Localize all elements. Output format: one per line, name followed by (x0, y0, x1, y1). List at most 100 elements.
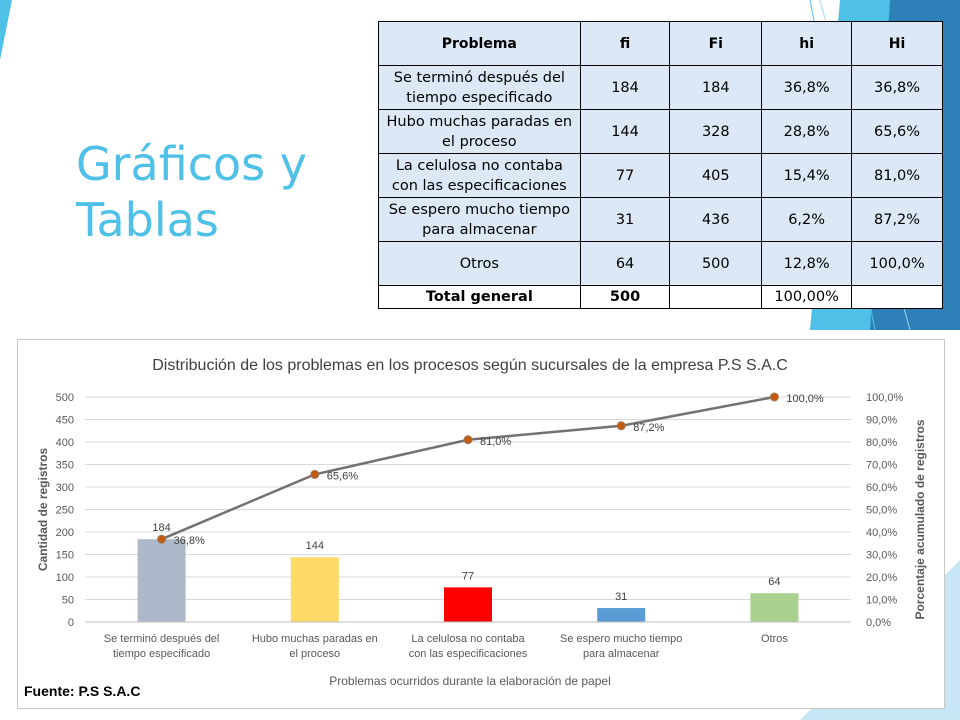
line-value-label: 36,8% (174, 535, 205, 547)
table-row: Hubo muchas paradas en el proceso 144 32… (378, 109, 943, 154)
x-tick-label: La celulosa no contaba con las especifica… (409, 633, 528, 660)
cell-fi: 31 (579, 197, 671, 242)
y-tick-label: 250 (56, 505, 74, 517)
y2-tick-label: 80,0% (866, 437, 897, 449)
slide-title: Gráficos y Tablas (76, 136, 336, 248)
cell-problema: Otros (378, 241, 581, 286)
y2-axis-title: Porcentaje acumulado de registros (913, 419, 927, 619)
line-point (310, 469, 320, 479)
line-value-label: 100,0% (786, 393, 824, 405)
y2-tick-label: 10,0% (866, 595, 897, 607)
cell-Hi: 81,0% (851, 153, 943, 198)
header-fi: fi (579, 21, 671, 66)
bar (137, 539, 186, 622)
table-row: La celulosa no contaba con las especific… (378, 153, 943, 198)
cell-fi: 77 (579, 153, 671, 198)
y2-tick-label: 40,0% (866, 527, 897, 539)
line-point (157, 534, 167, 544)
header-Fi: Fi (669, 21, 763, 66)
slide-title-line2: Tablas (76, 193, 219, 247)
x-axis-title: Problemas ocurridos durante la elaboraci… (329, 674, 611, 688)
bar (597, 608, 646, 622)
slide-title-line1: Gráficos y (76, 137, 307, 191)
cell-problema: Se espero mucho tiempo para almacenar (378, 197, 581, 242)
table-row: Otros 64 500 12,8% 100,0% (378, 241, 943, 286)
bar-value-label: 184 (152, 522, 170, 534)
cell-hi: 36,8% (761, 65, 853, 110)
line-value-label: 87,2% (633, 422, 664, 434)
bar (290, 557, 339, 622)
bar-value-label: 77 (462, 570, 474, 582)
cell-Fi: 436 (669, 197, 763, 242)
cell-total-fi: 500 (579, 285, 671, 309)
y-axis-title: Cantidad de registros (36, 447, 50, 571)
x-tick-label: Se espero mucho tiempo para almacenar (560, 633, 682, 660)
y-tick-label: 500 (56, 392, 74, 404)
cell-total-Fi (669, 285, 763, 309)
y-tick-label: 150 (56, 550, 74, 562)
cell-Fi: 328 (669, 109, 763, 154)
y2-tick-label: 60,0% (866, 482, 897, 494)
cell-hi: 6,2% (761, 197, 853, 242)
header-hi: hi (761, 21, 853, 66)
table-header-row: Problema fi Fi hi Hi (378, 21, 943, 66)
cell-total-Hi (851, 285, 943, 309)
y-tick-label: 50 (62, 595, 74, 607)
x-tick-label: Otros (761, 633, 788, 645)
source-note: Fuente: P.S S.A.C (24, 683, 141, 699)
cell-fi: 144 (579, 109, 671, 154)
y-tick-label: 200 (56, 527, 74, 539)
y2-tick-label: 20,0% (866, 572, 897, 584)
x-tick-label: Hubo muchas paradas en el proceso (252, 633, 378, 660)
header-Hi: Hi (851, 21, 943, 66)
bar-value-label: 64 (768, 576, 780, 588)
cell-Hi: 36,8% (851, 65, 943, 110)
table-row: Se terminó después del tiempo especifica… (378, 65, 943, 110)
cell-problema: La celulosa no contaba con las especific… (378, 153, 581, 198)
chart-svg: Distribución de los problemas en los pro… (36, 357, 927, 688)
line-value-label: 65,6% (327, 470, 358, 482)
frequency-table: Problema fi Fi hi Hi Se terminó después … (378, 21, 943, 309)
bar (750, 593, 799, 622)
line-point (616, 421, 626, 431)
y-tick-label: 300 (56, 482, 74, 494)
chart-title: Distribución de los problemas en los pro… (152, 357, 788, 374)
bar-value-label: 31 (615, 591, 627, 603)
bar (444, 587, 492, 622)
cell-problema: Hubo muchas paradas en el proceso (378, 109, 581, 154)
cumulative-line (161, 395, 775, 541)
cell-problema: Se terminó después del tiempo especifica… (378, 65, 581, 110)
y-tick-label: 0 (68, 617, 74, 629)
y2-tick-label: 0,0% (866, 617, 891, 629)
cell-hi: 15,4% (761, 153, 853, 198)
table-row: Se espero mucho tiempo para almacenar 31… (378, 197, 943, 242)
bar-value-label: 144 (306, 540, 324, 552)
y-tick-label: 350 (56, 460, 74, 472)
cell-total-hi: 100,00% (761, 285, 853, 309)
pareto-chart: Distribución de los problemas en los pro… (17, 339, 945, 709)
cell-Hi: 65,6% (851, 109, 943, 154)
cell-Fi: 184 (669, 65, 763, 110)
y2-tick-label: 50,0% (866, 505, 897, 517)
line-value-label: 81,0% (480, 436, 511, 448)
cell-Fi: 500 (669, 241, 763, 286)
y-tick-label: 100 (56, 572, 74, 584)
y2-tick-label: 100,0% (866, 392, 904, 404)
y-tick-label: 450 (56, 415, 74, 427)
table-total-row: Total general 500 100,00% (378, 285, 943, 309)
cell-Hi: 87,2% (851, 197, 943, 242)
y2-tick-label: 90,0% (866, 415, 897, 427)
cell-total-label: Total general (378, 285, 581, 309)
cell-hi: 28,8% (761, 109, 853, 154)
y-tick-label: 400 (56, 437, 74, 449)
cell-fi: 64 (579, 241, 671, 286)
line-point (463, 435, 473, 445)
y2-tick-label: 70,0% (866, 460, 897, 472)
cell-hi: 12,8% (761, 241, 853, 286)
y2-tick-label: 30,0% (866, 550, 897, 562)
cell-Hi: 100,0% (851, 241, 943, 286)
cell-fi: 184 (579, 65, 671, 110)
line-point (769, 392, 779, 402)
header-problema: Problema (378, 21, 581, 66)
x-tick-label: Se terminó después del tiempo especificad… (104, 633, 220, 660)
